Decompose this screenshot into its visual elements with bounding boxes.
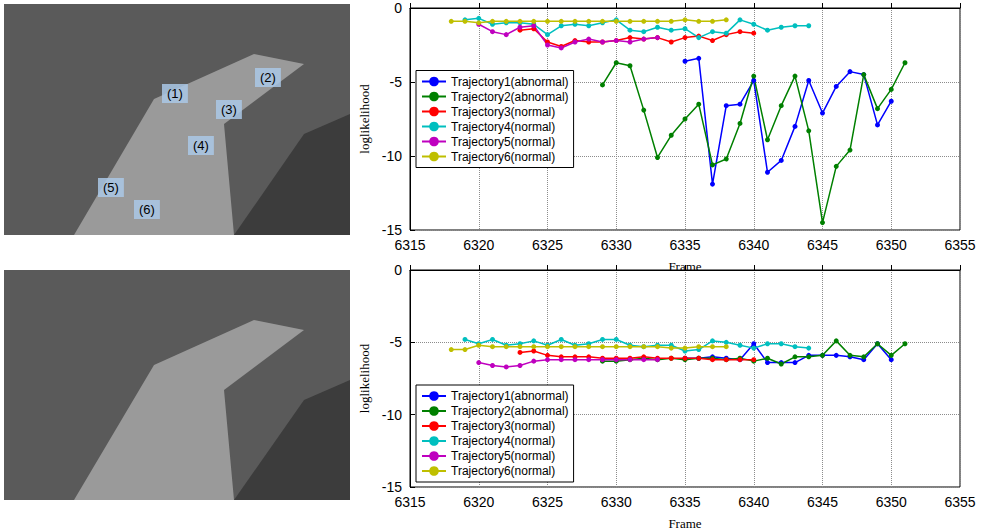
svg-text:6320: 6320 xyxy=(463,237,494,253)
svg-text:Trajectory5(normal): Trajectory5(normal) xyxy=(451,449,555,463)
svg-text:loglikelihood: loglikelihood xyxy=(357,343,372,413)
svg-text:0: 0 xyxy=(394,0,402,16)
svg-text:6325: 6325 xyxy=(532,494,563,510)
svg-text:Trajectory1(abnormal): Trajectory1(abnormal) xyxy=(451,75,569,89)
svg-text:6335: 6335 xyxy=(669,494,700,510)
svg-text:6330: 6330 xyxy=(601,237,632,253)
svg-text:Trajectory4(normal): Trajectory4(normal) xyxy=(451,120,555,134)
svg-text:6350: 6350 xyxy=(876,237,907,253)
svg-text:6325: 6325 xyxy=(532,237,563,253)
svg-text:Trajectory3(normal): Trajectory3(normal) xyxy=(451,419,555,433)
svg-text:6350: 6350 xyxy=(876,494,907,510)
svg-text:-5: -5 xyxy=(390,334,403,350)
svg-text:Trajectory2(abnormal): Trajectory2(abnormal) xyxy=(451,404,569,418)
svg-text:-10: -10 xyxy=(382,148,402,164)
svg-text:6320: 6320 xyxy=(463,494,494,510)
svg-text:-15: -15 xyxy=(382,479,402,495)
svg-text:6315: 6315 xyxy=(394,494,425,510)
svg-text:Trajectory6(normal): Trajectory6(normal) xyxy=(451,150,555,164)
svg-text:Frame: Frame xyxy=(668,259,701,274)
svg-text:Trajectory4(normal): Trajectory4(normal) xyxy=(451,434,555,448)
svg-text:6345: 6345 xyxy=(807,494,838,510)
svg-text:Frame: Frame xyxy=(668,516,701,531)
svg-text:Trajectory3(normal): Trajectory3(normal) xyxy=(451,105,555,119)
svg-text:6315: 6315 xyxy=(394,237,425,253)
svg-text:Trajectory6(normal): Trajectory6(normal) xyxy=(451,464,555,478)
svg-text:(5): (5) xyxy=(103,180,119,195)
svg-text:(4): (4) xyxy=(193,138,209,153)
svg-text:Trajectory5(normal): Trajectory5(normal) xyxy=(451,135,555,149)
svg-text:6345: 6345 xyxy=(807,237,838,253)
svg-text:(1): (1) xyxy=(167,86,183,101)
svg-text:(2): (2) xyxy=(260,70,276,85)
svg-text:Trajectory1(abnormal): Trajectory1(abnormal) xyxy=(451,389,569,403)
svg-text:6340: 6340 xyxy=(738,237,769,253)
svg-text:6340: 6340 xyxy=(738,494,769,510)
svg-text:-5: -5 xyxy=(390,74,403,90)
svg-text:(6): (6) xyxy=(139,202,155,217)
svg-text:Trajectory2(abnormal): Trajectory2(abnormal) xyxy=(451,90,569,104)
svg-text:(3): (3) xyxy=(221,102,237,117)
svg-text:-15: -15 xyxy=(382,222,402,238)
svg-text:6355: 6355 xyxy=(944,494,975,510)
svg-text:6335: 6335 xyxy=(669,237,700,253)
svg-text:6355: 6355 xyxy=(944,237,975,253)
svg-text:-10: -10 xyxy=(382,407,402,423)
svg-text:6330: 6330 xyxy=(601,494,632,510)
svg-text:0: 0 xyxy=(394,262,402,278)
svg-text:loglikelihood: loglikelihood xyxy=(357,84,372,154)
